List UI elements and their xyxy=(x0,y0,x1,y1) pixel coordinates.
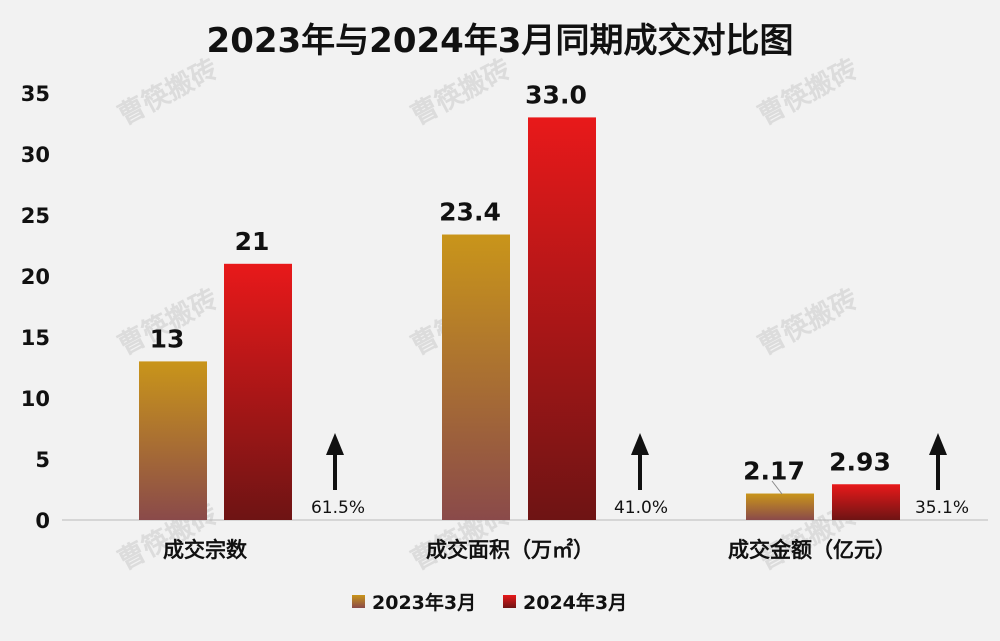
legend-label-1: 2024年3月 xyxy=(523,591,627,614)
bar-2024-1 xyxy=(528,117,596,521)
legend-swatch-0 xyxy=(352,595,365,608)
data-label-2023-0: 13 xyxy=(150,324,185,353)
y-tick-label: 35 xyxy=(21,82,50,106)
growth-percent-2: 35.1% xyxy=(915,498,969,518)
y-tick-label: 10 xyxy=(21,387,50,411)
bar-2024-0 xyxy=(224,263,292,520)
legend-label-0: 2023年3月 xyxy=(372,591,476,614)
bar-2023-1 xyxy=(442,234,510,520)
category-label-2: 成交金额（亿元） xyxy=(728,538,896,562)
y-tick-label: 5 xyxy=(35,448,50,472)
bar-2023-0 xyxy=(139,361,207,520)
category-label-1: 成交面积（万㎡） xyxy=(426,538,594,562)
data-label-2024-1: 33.0 xyxy=(525,80,587,109)
category-label-0: 成交宗数 xyxy=(163,538,248,562)
chart-title: 2023年与2024年3月同期成交对比图 xyxy=(207,21,794,61)
growth-arrow-icon-2 xyxy=(929,433,947,455)
y-axis: 0 5 10 15 20 25 30 35 xyxy=(21,82,50,533)
growth-arrow-icon-0 xyxy=(326,433,344,455)
data-label-2024-0: 21 xyxy=(235,227,270,256)
y-tick-label: 15 xyxy=(21,326,50,350)
y-tick-label: 25 xyxy=(21,204,50,228)
data-label-2023-2: 2.17 xyxy=(743,457,805,486)
watermark-0: 曹筷搬砖 xyxy=(113,53,223,132)
watermark-2: 曹筷搬砖 xyxy=(753,53,863,132)
bar-2023-2 xyxy=(746,493,814,520)
legend: 2023年3月 2024年3月 xyxy=(352,591,627,614)
growth-percent-0: 61.5% xyxy=(311,498,365,518)
watermark-5: 曹筷搬砖 xyxy=(753,283,863,362)
bars-group: 13 21 成交宗数 61.5% 23.4 33.0 成交面积（万㎡） 41.0% 2.17 2.… xyxy=(139,80,969,562)
y-tick-label: 30 xyxy=(21,143,50,167)
data-label-2023-1: 23.4 xyxy=(439,198,501,227)
growth-arrow-icon-1 xyxy=(631,433,649,455)
growth-percent-1: 41.0% xyxy=(614,498,668,518)
data-label-2024-2: 2.93 xyxy=(829,447,891,476)
bar-2024-2 xyxy=(832,484,900,520)
watermark-1: 曹筷搬砖 xyxy=(406,53,516,132)
leader-line xyxy=(771,480,783,495)
y-tick-label: 20 xyxy=(21,265,50,289)
y-tick-label: 0 xyxy=(35,509,50,533)
legend-swatch-1 xyxy=(503,595,516,608)
